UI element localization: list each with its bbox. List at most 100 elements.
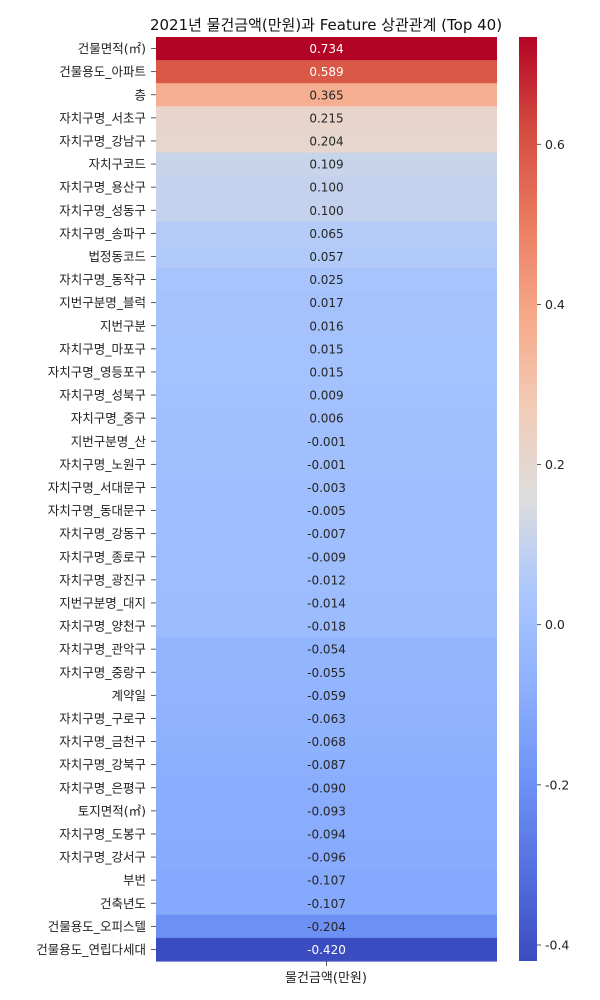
heatmap-cell [156, 591, 497, 616]
cell-value-label: 0.100 [309, 181, 343, 195]
row-label: 자치구명_도봉구 [59, 826, 146, 841]
row-label: 자치구명_마포구 [59, 341, 146, 356]
heatmap-cell [156, 291, 497, 315]
heatmap-cell [156, 175, 497, 200]
row-label: 지번구분명_블럭 [59, 295, 146, 310]
heatmap-cell [156, 475, 497, 500]
colorbar-tick-label: -0.2 [545, 777, 569, 792]
chart-title: 2021년 물건금액(만원)과 Feature 상관관계 (Top 40) [150, 16, 502, 34]
heatmap-cell [156, 314, 497, 338]
row-label: 건물용도_연립다세대 [36, 942, 146, 957]
cell-value-label: -0.012 [307, 573, 346, 587]
row-label: 자치구명_성북구 [59, 388, 146, 403]
cell-value-label: 0.734 [309, 42, 343, 56]
row-label: 부번 [123, 873, 146, 888]
cell-value-label: -0.063 [307, 712, 346, 726]
cell-value-label: 0.204 [309, 134, 343, 148]
heatmap-cell [156, 914, 497, 939]
cell-value-label: -0.014 [307, 596, 346, 610]
cell-value-label: 0.006 [309, 412, 343, 426]
row-label: 자치구코드 [88, 157, 146, 172]
cell-value-label: -0.068 [307, 735, 346, 749]
row-label: 건물용도_아파트 [59, 64, 146, 79]
row-label: 자치구명_성동구 [59, 203, 146, 218]
cell-value-label: 0.017 [309, 296, 343, 310]
cell-value-label: -0.054 [307, 643, 346, 657]
cell-value-label: -0.107 [307, 874, 346, 888]
row-label: 법정동코드 [88, 249, 146, 264]
cell-value-label: -0.001 [307, 435, 346, 449]
heatmap-cell [156, 868, 497, 893]
cell-value-label: 0.009 [309, 389, 343, 403]
row-label: 자치구명_강남구 [59, 133, 146, 148]
row-label: 지번구분명_대지 [59, 595, 146, 610]
heatmap-cell [156, 129, 497, 154]
cell-value-label: 0.215 [309, 111, 343, 125]
row-label: 지번구분 [100, 318, 146, 333]
row-label: 토지면적(㎡) [78, 803, 146, 818]
row-label: 건축년도 [100, 896, 146, 911]
row-label: 자치구명_동대문구 [48, 503, 146, 518]
row-label: 자치구명_송파구 [59, 226, 146, 241]
row-label: 자치구명_중구 [71, 411, 146, 426]
row-label: 자치구명_노원구 [59, 457, 146, 472]
row-label: 층 [134, 87, 146, 102]
row-label: 자치구명_서초구 [59, 110, 146, 125]
heatmap-cell [156, 776, 497, 800]
colorbar-tick-label: -0.4 [545, 937, 569, 952]
heatmap-cell [156, 244, 497, 269]
colorbar-tick-label: 0.4 [545, 297, 565, 312]
heatmap-cell [156, 37, 497, 61]
cell-value-label: -0.094 [307, 827, 346, 841]
row-label: 자치구명_구로구 [59, 711, 146, 726]
heatmap-cell [156, 937, 497, 962]
row-label: 자치구명_동작구 [59, 272, 146, 287]
colorbar-tick-label: 0.2 [545, 457, 565, 472]
heatmap-cell [156, 406, 497, 431]
cell-value-label: 0.057 [309, 250, 343, 264]
column-label: 물건금액(만원) [285, 971, 367, 986]
heatmap-cell [156, 822, 497, 847]
heatmap-cell [156, 337, 497, 361]
cell-value-label: 0.015 [309, 365, 343, 379]
row-label: 자치구명_양천구 [59, 619, 146, 634]
heatmap-cell [156, 545, 497, 569]
heatmap-cell [156, 730, 497, 754]
heatmap-cell [156, 799, 497, 823]
row-label: 자치구명_관악구 [59, 642, 146, 657]
colorbar-tick-label: 0.0 [545, 617, 565, 632]
row-label: 자치구명_종로구 [59, 549, 146, 564]
cell-value-label: -0.420 [307, 943, 346, 957]
heatmap-cell [156, 499, 497, 523]
heatmap-cell [156, 268, 497, 292]
cell-value-label: -0.055 [307, 666, 346, 680]
heatmap-cell [156, 452, 497, 477]
heatmap-cell [156, 221, 497, 246]
heatmap-cell [156, 522, 497, 546]
heatmap-cell [156, 360, 497, 385]
row-label: 자치구명_강서구 [59, 850, 146, 865]
cell-value-label: -0.003 [307, 481, 346, 495]
cell-value-label: 0.016 [309, 319, 343, 333]
heatmap-cell [156, 198, 497, 223]
cell-value-label: -0.007 [307, 527, 346, 541]
row-label: 자치구명_광진구 [59, 572, 146, 587]
row-label: 자치구명_중랑구 [59, 665, 146, 680]
colorbar-tick-label: 0.6 [545, 137, 565, 152]
cell-value-label: 0.025 [309, 273, 343, 287]
cell-value-label: -0.059 [307, 689, 346, 703]
cell-value-label: -0.096 [307, 851, 346, 865]
heatmap-cell [156, 152, 497, 177]
cell-value-label: -0.009 [307, 550, 346, 564]
heatmap-cell [156, 706, 497, 731]
heatmap-cell [156, 614, 497, 639]
row-label: 자치구명_은평구 [59, 780, 146, 795]
row-labels: 건물면적(㎡) 건물용도_아파트층자치구명_서초구자치구명_강남구자치구코드자치구… [36, 41, 327, 966]
heatmap-cell [156, 891, 497, 916]
heatmap-cell [156, 106, 497, 130]
heatmap-cell [156, 568, 497, 592]
heatmap-cell [156, 83, 497, 107]
cell-value-label: 0.365 [309, 88, 343, 102]
row-label: 자치구명_용산구 [59, 180, 146, 195]
